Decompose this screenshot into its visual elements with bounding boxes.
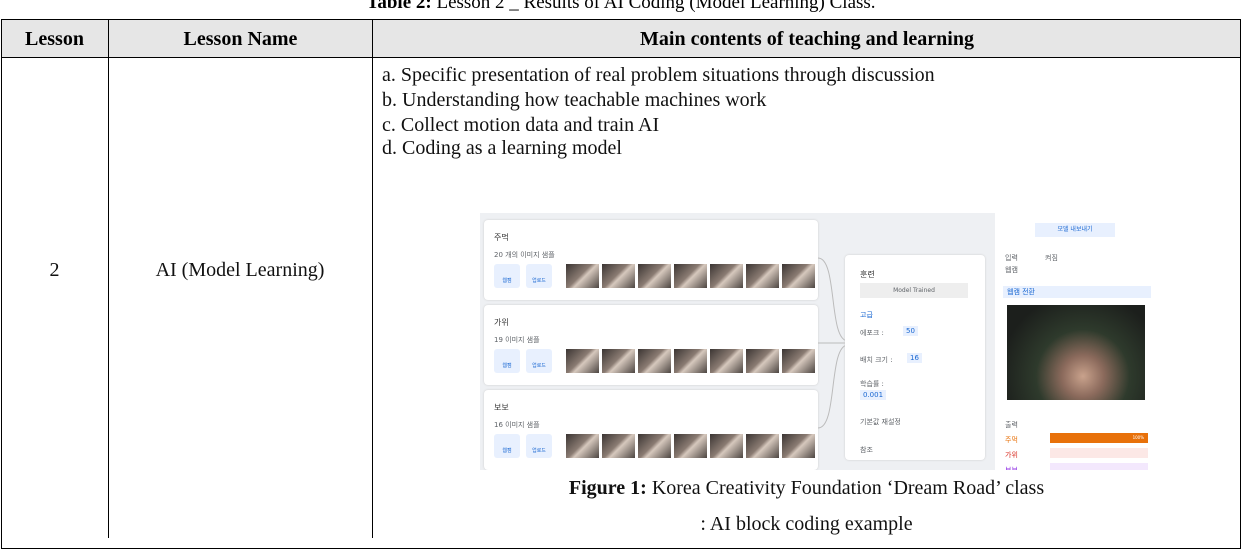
class-card: 보보 16 이미지 샘플 웹캠 업로드 [484,390,818,470]
thumbnail [566,264,599,288]
connector-lines [818,257,848,429]
header-cell: Main contents of teaching and learning [372,19,1241,58]
class-name: 주먹 [494,233,509,242]
thumbnail [638,434,671,458]
advanced-label[interactable]: 고급 [860,311,873,319]
thumbnail [710,264,743,288]
upload-button[interactable]: 업로드 [526,349,552,373]
training-title: 훈련 [860,270,875,279]
caption-text: Lesson 2 _ Results of AI Coding (Model L… [431,0,876,13]
webcam-image [1007,305,1145,400]
train-button[interactable]: Model Trained [860,283,968,298]
input-label: 입력 [1005,254,1018,262]
thumbnail [674,264,707,288]
thumbnail [710,434,743,458]
epochs-label: 에포크 : [860,329,884,337]
column-rule [108,58,109,538]
class-card: 주먹 20 개의 이미지 샘플 웹캠 업로드 [484,220,818,300]
export-button[interactable]: 모델 내보내기 [1035,223,1115,237]
upload-button[interactable]: 업로드 [526,264,552,288]
figure-label: Figure 1: [568,477,647,499]
thumbnail [746,434,779,458]
output-label: 출력 [1005,421,1018,429]
output-class: 보보 [1005,466,1018,470]
rate-label: 학습률 : [860,380,884,388]
output-bar [1050,463,1148,470]
webcam-button[interactable]: 웹캠 [494,434,520,458]
content-item: d. Coding as a learning model [382,137,622,159]
thumbnail [746,264,779,288]
webcam-button[interactable]: 웹캠 [494,349,520,373]
thumbnail [602,434,635,458]
sample-count: 19 이미지 샘플 [494,336,540,344]
source-select[interactable]: 웹캠 [1005,266,1018,274]
figure-text: Korea Creativity Foundation ‘Dream Road’… [646,477,1045,499]
thumbnail [674,434,707,458]
caption-label: Table 2: [366,0,432,13]
thumbnail [782,349,815,373]
rate-value[interactable]: 0.001 [860,390,887,400]
on-label: 켜짐 [1045,254,1058,262]
sample-count: 20 개의 이미지 샘플 [494,251,555,259]
output-bar: 100% [1050,433,1148,443]
switch-button[interactable]: 웹캠 전환 [1003,286,1151,298]
thumbnail [710,349,743,373]
content-item: b. Understanding how teachable machines … [382,89,767,111]
ref-label[interactable]: 참조 [860,446,873,454]
preview-panel: 모델 내보내기 입력 켜짐 웹캠 웹캠 전환 출력 주먹 100% 가위 보보 [995,213,1160,470]
figure-caption: Figure 1: Korea Creativity Foundation ‘D… [372,477,1241,500]
thumbnail [638,264,671,288]
sample-count: 16 이미지 샘플 [494,421,540,429]
output-class: 가위 [1005,451,1018,459]
class-name: 보보 [494,403,509,412]
lesson-number: 2 [49,259,60,281]
thumbnail [638,349,671,373]
column-rule [372,58,373,538]
training-panel: 훈련 Model Trained 고급 에포크 : 50 배치 크기 : 16 … [845,255,985,460]
class-card: 가위 19 이미지 샘플 웹캠 업로드 [484,305,818,385]
figure-caption-line: : AI block coding example [700,513,913,535]
batch-label: 배치 크기 : [860,356,893,364]
figure-screenshot: 주먹 20 개의 이미지 샘플 웹캠 업로드 가위 19 이미지 샘플 웹캠 업… [480,213,1160,470]
header-cell: Lesson Name [108,19,372,58]
thumbnail [566,349,599,373]
thumbnail [566,434,599,458]
thumbnail [782,434,815,458]
class-name: 가위 [494,318,509,327]
upload-button[interactable]: 업로드 [526,434,552,458]
content-item: a. Specific presentation of real problem… [382,64,935,86]
lesson-name: AI (Model Learning) [155,259,325,281]
thumbnail [746,349,779,373]
thumbnail [782,264,815,288]
reset-label[interactable]: 기본값 재설정 [860,418,901,426]
output-class: 주먹 [1005,436,1018,444]
thumbnail [674,349,707,373]
thumbnail [602,264,635,288]
header-cell: Lesson [1,19,108,58]
epochs-value[interactable]: 50 [903,326,918,336]
output-bar [1050,448,1148,458]
batch-value[interactable]: 16 [907,353,922,363]
table-caption: Table 2: Lesson 2 _ Results of AI Coding… [0,0,1242,14]
content-item: c. Collect motion data and train AI [382,114,660,136]
webcam-button[interactable]: 웹캠 [494,264,520,288]
thumbnail [602,349,635,373]
